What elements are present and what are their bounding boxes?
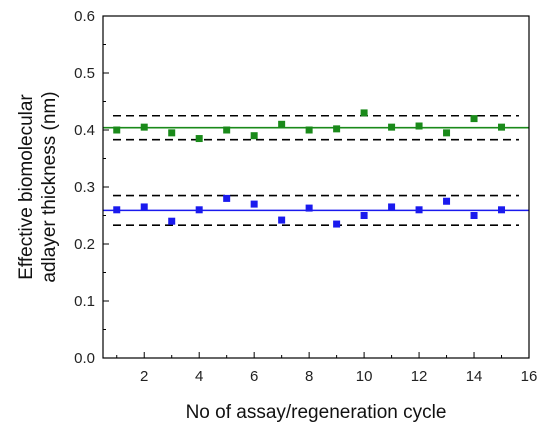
series-layer bbox=[103, 109, 529, 228]
data-point bbox=[250, 200, 258, 208]
data-point bbox=[443, 197, 451, 205]
data-point bbox=[388, 203, 396, 211]
y-tick-label: 0.5 bbox=[74, 65, 95, 82]
data-point bbox=[443, 129, 451, 137]
x-tick-label: 16 bbox=[521, 368, 538, 385]
x-tick-label: 10 bbox=[356, 368, 373, 385]
data-point bbox=[113, 126, 121, 134]
x-tick-label: 14 bbox=[466, 368, 483, 385]
x-tick-label: 6 bbox=[250, 368, 258, 385]
y-tick-label: 0.2 bbox=[74, 236, 95, 253]
data-point bbox=[470, 212, 478, 219]
data-point bbox=[305, 204, 313, 212]
data-point bbox=[333, 220, 341, 228]
data-point bbox=[278, 120, 286, 128]
y-axis-title-line-2: adlayer thickness (nm) bbox=[39, 91, 60, 282]
data-point bbox=[223, 126, 231, 134]
y-tick-label: 0.6 bbox=[74, 8, 95, 25]
y-tick-label: 0.0 bbox=[74, 350, 95, 367]
x-tick-label: 12 bbox=[411, 368, 428, 385]
data-point bbox=[470, 115, 478, 123]
data-point bbox=[140, 203, 148, 211]
data-point bbox=[305, 126, 313, 134]
x-axis-title: No of assay/regeneration cycle bbox=[186, 402, 447, 423]
data-point bbox=[498, 206, 506, 214]
y-tick-label: 0.3 bbox=[74, 179, 95, 196]
y-tick-label: 0.1 bbox=[74, 293, 95, 310]
plot-frame bbox=[102, 15, 530, 359]
data-point bbox=[388, 123, 396, 131]
data-point bbox=[415, 206, 423, 214]
data-point bbox=[333, 125, 341, 133]
data-point bbox=[195, 206, 203, 214]
data-point bbox=[498, 123, 506, 131]
data-point bbox=[360, 109, 368, 117]
data-point bbox=[195, 135, 203, 143]
data-point bbox=[168, 129, 176, 137]
data-point bbox=[415, 122, 423, 130]
y-axis-title-line-1: Effective biomolecular bbox=[16, 94, 37, 280]
data-point bbox=[168, 217, 176, 225]
data-point bbox=[223, 194, 231, 202]
data-point bbox=[360, 212, 368, 219]
x-tick-label: 4 bbox=[195, 368, 203, 385]
x-tick-label: 8 bbox=[305, 368, 313, 385]
data-point bbox=[113, 206, 121, 214]
data-point bbox=[250, 132, 258, 140]
axes: 2 4 6 8 10 12 14 16 0.0 0.1 0.2 0.3 0.4 0.5 0.6 bbox=[74, 8, 537, 385]
y-tick-label: 0.4 bbox=[74, 122, 95, 139]
data-point bbox=[278, 216, 286, 224]
x-tick-label: 2 bbox=[140, 368, 148, 385]
data-point bbox=[140, 123, 148, 131]
